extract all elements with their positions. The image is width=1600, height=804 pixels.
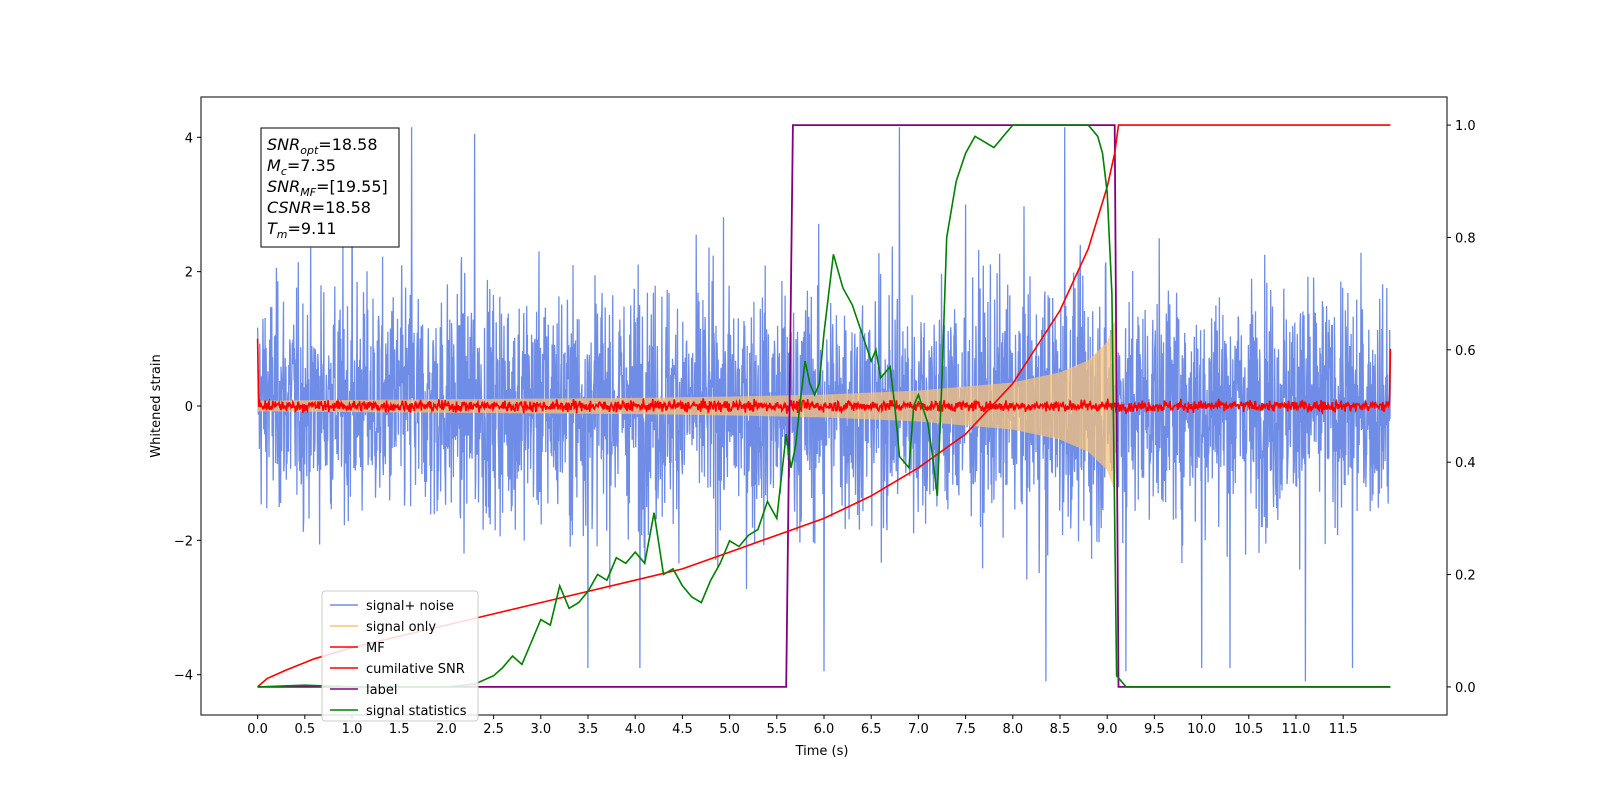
y-axis-label: Whitened strain	[149, 354, 164, 457]
x-tick-label: 0.0	[247, 722, 268, 737]
stats-line: SNRMF=[19.55]	[267, 177, 388, 199]
stats-line: CSNR=18.58	[267, 198, 371, 217]
y-tick-label: 4	[185, 131, 193, 146]
stats-line: Mc=7.35	[267, 156, 336, 178]
x-tick-label: 7.0	[908, 722, 929, 737]
x-tick-label: 6.0	[814, 722, 835, 737]
x-tick-label: 0.5	[294, 722, 315, 737]
x-tick-label: 4.5	[672, 722, 693, 737]
y-tick-label: 2	[185, 266, 193, 281]
legend-label: signal only	[366, 620, 436, 635]
x-tick-label: 5.0	[719, 722, 740, 737]
x-tick-label: 11.0	[1281, 722, 1310, 737]
x-tick-label: 1.5	[389, 722, 410, 737]
x-tick-label: 3.0	[530, 722, 551, 737]
legend-label: label	[366, 683, 397, 698]
x-tick-label: 1.0	[342, 722, 363, 737]
y-right-tick-label: 0.6	[1455, 344, 1476, 359]
x-tick-label: 2.0	[436, 722, 457, 737]
x-tick-label: 8.5	[1050, 722, 1071, 737]
x-tick-label: 6.5	[861, 722, 882, 737]
y-axis-right: 0.0 0.2 0.4 0.6 0.8 1.0	[1447, 119, 1476, 696]
legend: signal+ noise signal only MF cumilative SNR…	[321, 590, 479, 722]
legend-label: signal statistics	[366, 704, 467, 719]
y-tick-label: −2	[174, 534, 193, 549]
legend-label: MF	[366, 641, 385, 656]
x-tick-label: 4.0	[625, 722, 646, 737]
y-axis-left: −4 −2 0 2 4	[174, 131, 201, 684]
series-mf	[256, 338, 1392, 416]
y-right-tick-label: 0.2	[1455, 569, 1476, 584]
y-right-tick-label: 0.0	[1455, 681, 1476, 696]
x-tick-label: 10.0	[1187, 722, 1216, 737]
x-tick-label: 7.5	[955, 722, 976, 737]
y-right-tick-label: 0.8	[1455, 231, 1476, 246]
stats-line: SNRopt=18.58	[267, 135, 378, 157]
legend-label: cumilative SNR	[366, 662, 465, 677]
y-tick-label: −4	[174, 669, 193, 684]
x-tick-label: 9.0	[1097, 722, 1118, 737]
x-tick-label: 5.5	[766, 722, 787, 737]
legend-frame	[321, 590, 479, 722]
x-tick-label: 10.5	[1234, 722, 1263, 737]
legend-label: signal+ noise	[366, 599, 454, 614]
series-signal-statistics	[257, 124, 1391, 688]
series-layer	[256, 124, 1392, 688]
x-tick-label: 3.5	[578, 722, 599, 737]
stats-box-frame	[260, 127, 400, 248]
stats-line: Tm=9.11	[267, 219, 337, 241]
x-axis-label: Time (s)	[795, 744, 849, 759]
x-tick-label: 11.5	[1329, 722, 1358, 737]
x-tick-label: 8.0	[1002, 722, 1023, 737]
x-tick-label: 2.5	[483, 722, 504, 737]
y-tick-label: 0	[185, 400, 193, 415]
y-right-tick-label: 1.0	[1455, 119, 1476, 134]
x-axis: 0.0 0.5 1.0 1.5 2.0 2.5 3.0 3.5 4.0 4.5 5.0 5.5 6.0 6…	[247, 715, 1358, 737]
x-tick-label: 9.5	[1144, 722, 1165, 737]
stats-box: SNRopt=18.58Mc=7.35SNRMF=[19.55]CSNR=18.…	[260, 127, 400, 248]
y-right-tick-label: 0.4	[1455, 456, 1476, 471]
